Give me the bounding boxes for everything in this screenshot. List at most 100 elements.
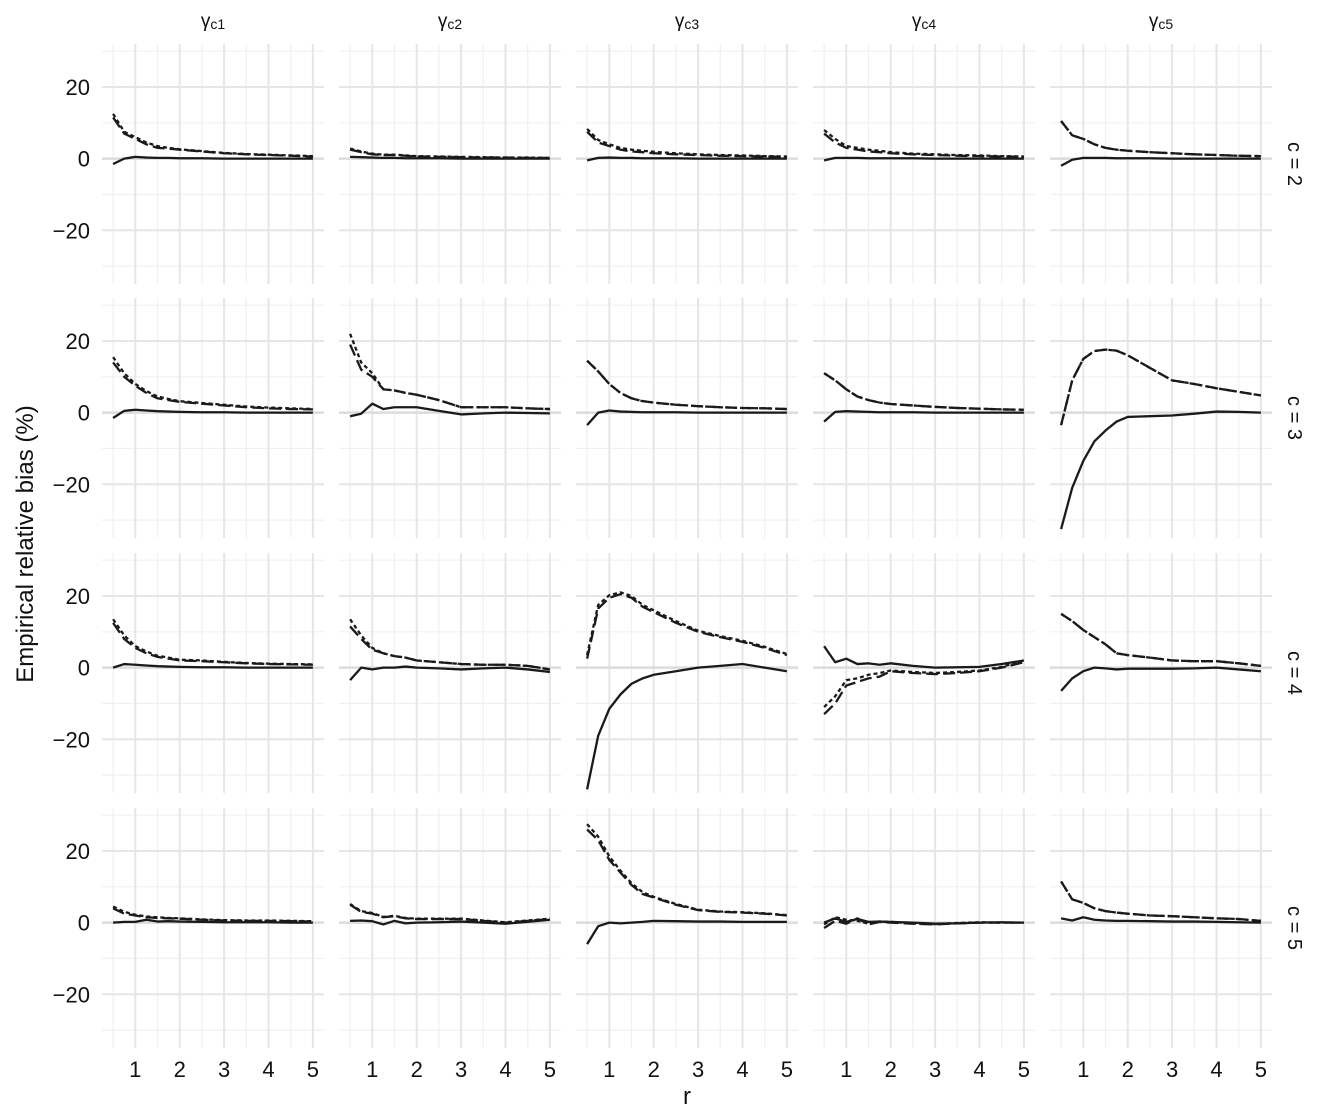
series-line-dashed — [823, 372, 1024, 411]
series-line-dotted — [112, 356, 313, 411]
series-line-dashed — [112, 622, 313, 666]
series-line-dashed — [585, 593, 788, 659]
panel-r2-c5 — [1050, 298, 1272, 538]
series-line-dashed — [823, 132, 1024, 158]
x-axis-title: r — [683, 1083, 691, 1108]
x-tick-label: 3 — [692, 1057, 704, 1082]
x-tick-label: 1 — [840, 1057, 852, 1082]
y-tick-label: −20 — [53, 218, 90, 243]
series-line-dotted — [823, 916, 1024, 926]
series-line-dashed — [586, 359, 787, 411]
series-line-dotted — [112, 113, 313, 158]
series-line-solid — [823, 645, 1025, 669]
column-strip-label: γc3 — [675, 11, 700, 32]
series-line-dashed — [112, 361, 313, 411]
x-tick-label: 4 — [262, 1057, 274, 1082]
series-line-dashed — [1060, 612, 1262, 667]
x-tick-label: 1 — [129, 1057, 141, 1082]
panel-r4-c3 — [576, 808, 798, 1048]
y-tick-label: −20 — [53, 472, 90, 497]
series-line-dashed — [349, 625, 551, 671]
series-line-dashed — [586, 828, 787, 917]
series-line-dotted — [112, 905, 313, 923]
series-line-dotted — [586, 359, 787, 411]
x-tick-label: 1 — [603, 1057, 615, 1082]
x-tick-label: 2 — [411, 1057, 423, 1082]
panel-r3-c4 — [813, 553, 1035, 793]
y-tick-label: 20 — [66, 584, 90, 609]
panel-r1-c1 — [102, 44, 324, 284]
series-line-solid — [349, 665, 551, 681]
x-tick-label: 5 — [1255, 1057, 1267, 1082]
row-strip-label: c = 2 — [1283, 142, 1305, 186]
panel-r3-c3 — [576, 553, 798, 793]
x-tick-label: 2 — [885, 1057, 897, 1082]
series-line-dashed — [112, 907, 313, 923]
series-line-solid — [586, 919, 787, 945]
series-line-dotted — [1060, 120, 1261, 158]
y-tick-label: 0 — [78, 656, 90, 681]
series-line-dotted — [349, 618, 551, 671]
x-tick-label: 3 — [455, 1057, 467, 1082]
x-tick-label: 5 — [544, 1057, 556, 1082]
y-tick-label: −20 — [53, 727, 90, 752]
panel-r1-c4 — [813, 44, 1035, 284]
panel-r1-c5 — [1050, 44, 1272, 284]
x-tick-label: 3 — [218, 1057, 230, 1082]
x-tick-label: 1 — [1077, 1057, 1089, 1082]
series-line-solid — [823, 156, 1024, 162]
series-line-solid — [823, 410, 1024, 423]
panel-r3-c1 — [102, 553, 324, 793]
column-strip-label: γc5 — [1149, 11, 1174, 32]
x-tick-label: 4 — [736, 1057, 748, 1082]
y-tick-label: 20 — [66, 839, 90, 864]
x-tick-label: 5 — [781, 1057, 793, 1082]
series-line-dotted — [349, 333, 550, 411]
panel-r4-c2 — [339, 808, 561, 1048]
y-tick-label: 0 — [78, 401, 90, 426]
series-line-solid — [1059, 410, 1261, 530]
series-line-solid — [1060, 156, 1261, 167]
x-tick-label: 3 — [1166, 1057, 1178, 1082]
panel-r2-c3 — [576, 298, 798, 538]
series-line-dashed — [349, 344, 550, 411]
series-line-solid — [586, 156, 787, 162]
panel-r2-c2 — [339, 298, 561, 538]
y-axis-title: Empirical relative bias (%) — [12, 405, 39, 682]
series-line-dashed — [586, 130, 787, 158]
panel-r4-c5 — [1050, 808, 1272, 1048]
x-tick-label: 1 — [366, 1057, 378, 1082]
series-line-solid — [350, 918, 551, 926]
series-line-solid — [1060, 916, 1261, 924]
panel-r1-c2 — [339, 44, 561, 284]
y-tick-label: 0 — [78, 911, 90, 936]
series-line-solid — [1060, 666, 1261, 692]
panel-r4-c1 — [102, 808, 324, 1048]
series-line-dashed — [1059, 348, 1262, 426]
column-strip-label: γc2 — [438, 11, 463, 32]
strips-layer: γc1 γc2 γc3 γc4 γc5 c = 2 c = 3 c = 4 c = 5 — [201, 11, 1305, 950]
x-tick-label: 2 — [1122, 1057, 1134, 1082]
panel-r4-c4 — [813, 808, 1035, 1048]
column-strip-label: γc1 — [201, 11, 226, 32]
panels-layer — [102, 44, 1272, 1048]
row-strip-label: c = 5 — [1283, 906, 1305, 950]
series-line-solid — [823, 917, 1024, 925]
panel-r2-c1 — [102, 298, 324, 538]
series-line-solid — [585, 662, 788, 790]
series-line-dashed — [1060, 880, 1261, 922]
series-line-dotted — [823, 372, 1024, 411]
y-tick-label: 0 — [78, 147, 90, 172]
panel-r1-c3 — [576, 44, 798, 284]
series-line-solid — [349, 402, 550, 418]
y-tick-label: 20 — [66, 329, 90, 354]
panel-r2-c4 — [813, 298, 1035, 538]
x-tick-label: 2 — [648, 1057, 660, 1082]
series-line-solid — [112, 662, 313, 669]
y-tick-label: −20 — [53, 982, 90, 1007]
x-tick-label: 2 — [174, 1057, 186, 1082]
series-line-dotted — [349, 147, 550, 160]
series-line-solid — [112, 155, 313, 166]
series-line-solid — [586, 409, 787, 426]
